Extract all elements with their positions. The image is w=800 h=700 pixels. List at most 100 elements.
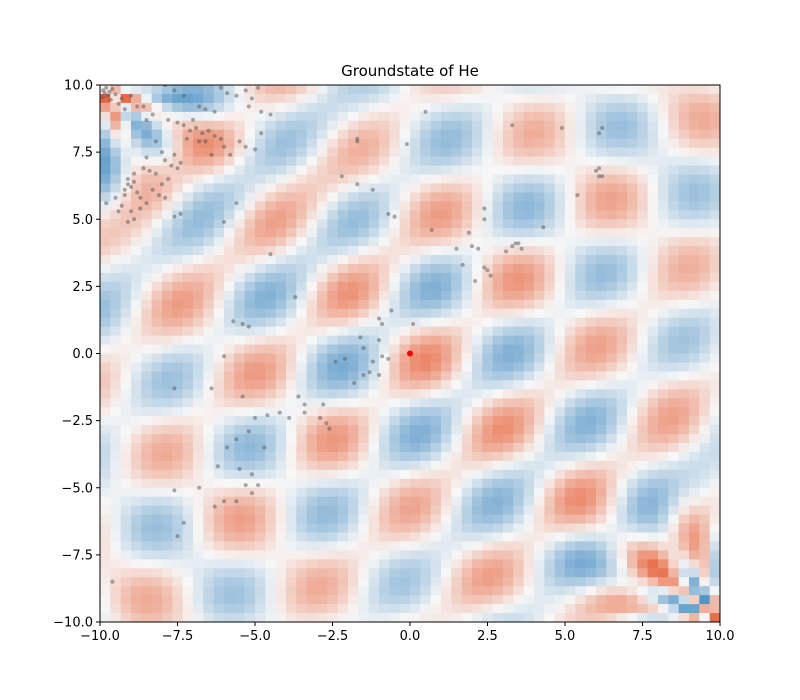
sample-point [370,187,375,192]
y-tick-label: −2.5 [61,414,93,429]
sample-point [194,126,199,130]
sample-point [132,171,137,176]
sample-point [377,338,381,343]
sample-point [237,467,242,471]
sample-point [333,359,338,364]
sample-point [218,85,223,90]
sample-point [119,96,124,101]
sample-point [110,579,115,584]
sample-point [594,168,598,173]
sample-point [105,93,110,98]
sample-point [169,163,174,168]
sample-point [212,504,217,509]
sample-point [178,160,183,165]
sample-point [296,394,301,399]
sample-point [191,117,195,122]
sample-point [246,324,251,329]
sample-point [482,206,487,211]
sample-point [209,152,214,157]
sample-point [302,410,307,415]
sample-point [102,91,107,96]
sample-point [175,166,180,171]
sample-point [600,126,605,130]
sample-point [277,410,282,415]
sample-point [129,185,133,189]
sample-point [358,335,363,340]
sample-point [197,485,202,490]
sample-point [377,373,381,377]
sample-point [160,150,164,155]
sample-point [166,177,171,181]
sample-point [144,201,149,206]
sample-point [466,230,471,235]
sample-point [163,158,168,163]
sample-point [519,246,524,251]
sample-point [203,107,208,112]
sample-point [355,139,360,144]
sample-point [392,214,397,219]
sample-point [423,109,428,114]
sample-point [265,413,270,418]
sample-point [144,117,149,122]
sample-point [218,136,223,141]
sample-point [129,93,133,98]
sample-point [222,219,226,224]
sample-point [404,142,409,147]
sample-point [541,225,546,230]
sample-point [104,201,109,206]
sample-point [125,177,130,181]
sample-point [129,209,133,214]
sample-point [101,95,106,100]
sample-point [206,128,211,133]
sample-point [268,252,273,257]
sample-point [197,139,202,144]
sample-point [249,472,254,477]
y-tick-label: 5.0 [72,213,93,228]
sample-point [153,171,158,176]
sample-point [203,139,208,144]
y-tick-label: 2.5 [72,280,93,295]
sample-point [141,166,146,171]
sample-point [228,152,233,157]
heatmap-layer [100,85,720,622]
sample-point [125,182,130,187]
sample-point [222,499,226,504]
sample-point [342,356,347,361]
sample-point [510,123,515,128]
sample-point [355,182,360,187]
x-tick-label: 0.0 [400,629,421,644]
sample-point [222,354,226,359]
x-tick-label: 7.5 [632,629,653,644]
sample-point [175,534,180,539]
sample-point [175,120,180,125]
sample-point [234,437,239,442]
sample-point [240,322,245,326]
sample-point [125,219,130,224]
x-tick-label: 2.5 [477,629,498,644]
sample-point [234,201,239,206]
sample-point [222,144,226,149]
sample-point [321,402,326,407]
sample-point [132,179,137,184]
sample-point [163,195,168,200]
sample-point [249,491,254,496]
sample-point [116,209,121,214]
sample-point [138,195,143,200]
sample-point [243,88,248,93]
sample-point [324,421,329,426]
sample-point [234,499,239,504]
sample-point [225,445,230,450]
sample-point [259,131,264,136]
sample-point [200,131,205,136]
sample-point [361,346,366,351]
sample-point [386,211,391,216]
sample-point [231,319,236,324]
sample-point [225,91,230,96]
x-tick-label: −5.0 [239,629,271,644]
sample-point [122,193,127,198]
sample-point [367,370,372,375]
x-tick-label: −2.5 [317,629,349,644]
sample-point [259,109,264,114]
sample-point [122,187,127,192]
